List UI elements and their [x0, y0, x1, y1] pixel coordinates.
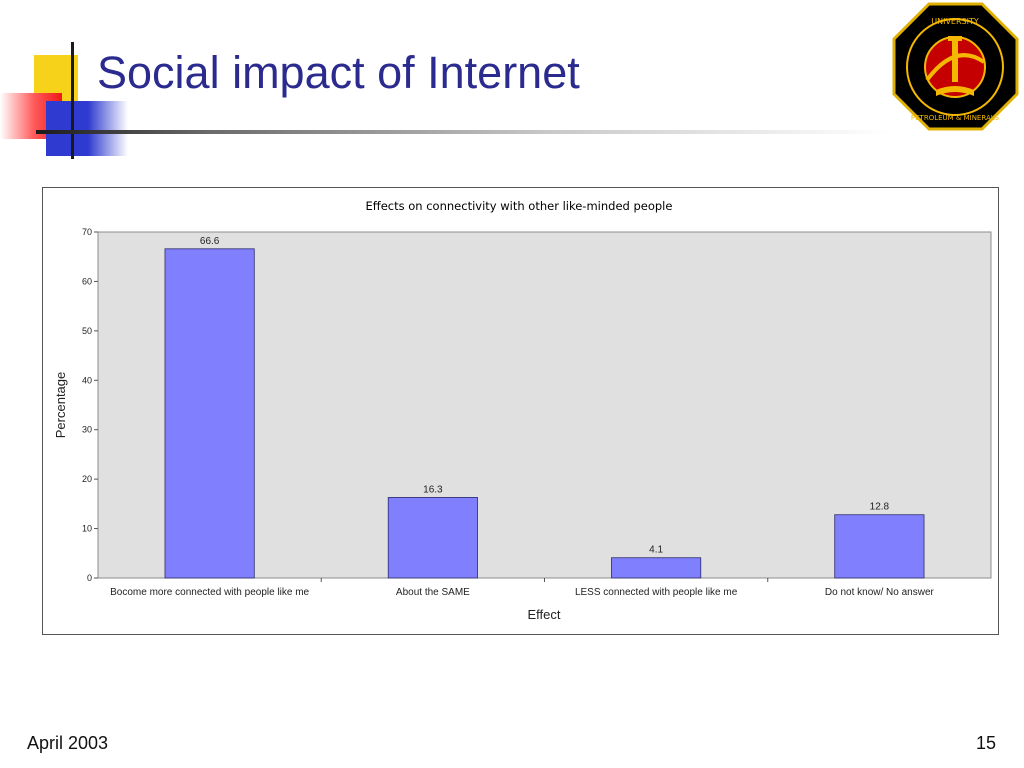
decorative-blue-square	[46, 101, 88, 156]
x-tick-label: LESS connected with people like me	[575, 587, 738, 598]
slide-title: Social impact of Internet	[97, 47, 580, 98]
y-tick-label: 0	[87, 573, 92, 583]
university-seal-logo: UNIVERSITY PETROLEUM & MINERALS	[892, 2, 1019, 131]
y-tick-label: 30	[82, 425, 92, 435]
x-axis: Bocome more connected with people like m…	[110, 578, 935, 598]
page-number: 15	[975, 733, 996, 753]
decorative-blue-fade	[88, 101, 128, 156]
bar-series: 66.6 16.3 4.1 12.8	[164, 236, 925, 579]
svg-text:PETROLEUM & MINERALS: PETROLEUM & MINERALS	[911, 114, 1000, 122]
x-tick-label: About the SAME	[396, 587, 470, 598]
decorative-vertical-line	[71, 42, 74, 159]
bar	[611, 557, 702, 579]
bar-chart: Effects on connectivity with other like-…	[53, 199, 992, 622]
chart-title: Effects on connectivity with other like-…	[366, 199, 673, 213]
x-axis-label: Effect	[527, 607, 560, 622]
y-tick-label: 40	[82, 375, 92, 385]
data-label: 12.8	[870, 502, 890, 513]
footer-date: April 2003	[27, 733, 109, 753]
data-label: 4.1	[649, 545, 663, 556]
x-tick-label: Do not know/ No answer	[825, 587, 935, 598]
bar	[834, 514, 925, 579]
svg-text:UNIVERSITY: UNIVERSITY	[931, 17, 979, 26]
y-axis: 0 10 20 30 40 50 60 70	[82, 227, 98, 583]
data-label: 16.3	[423, 484, 443, 495]
x-tick-label: Bocome more connected with people like m…	[110, 587, 309, 598]
bar	[164, 248, 255, 579]
y-tick-label: 50	[82, 326, 92, 336]
title-underline	[36, 130, 890, 134]
y-tick-label: 70	[82, 227, 92, 237]
y-tick-label: 60	[82, 276, 92, 286]
bar	[387, 497, 478, 579]
y-axis-label: Percentage	[53, 372, 68, 439]
y-tick-label: 20	[82, 474, 92, 484]
y-tick-label: 10	[82, 524, 92, 534]
data-label: 66.6	[200, 236, 220, 247]
chart-frame: Effects on connectivity with other like-…	[42, 187, 999, 635]
